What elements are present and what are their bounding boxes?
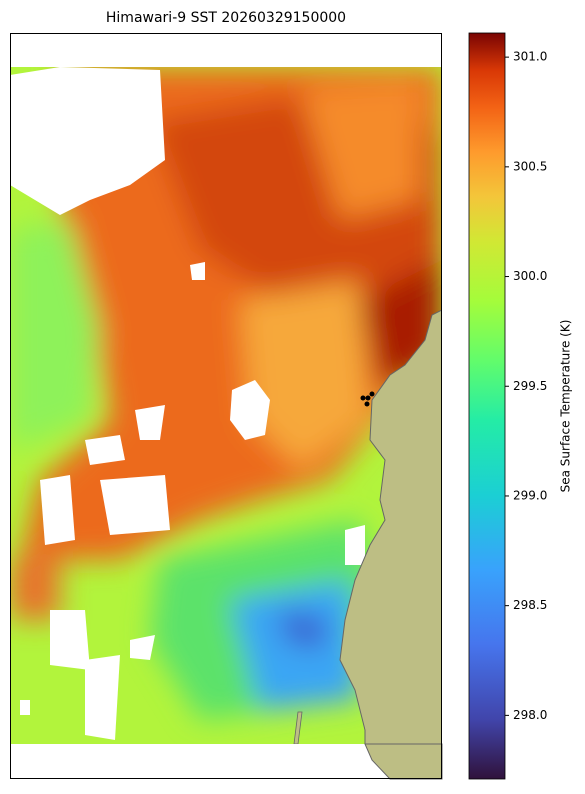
colorbar (468, 32, 506, 780)
colorbar-tick-label: 299.0 (513, 488, 547, 502)
colorbar-label: Sea Surface Temperature (K) (559, 320, 573, 493)
sst-field (10, 67, 442, 744)
map-frame (10, 33, 442, 779)
station-markers (360, 391, 375, 407)
colorbar-tick-label: 298.5 (513, 598, 547, 612)
colorbar-tick-label: 298.0 (513, 708, 547, 722)
colorbar-tick-label: 300.5 (513, 159, 547, 173)
colorbar-tick-label: 300.0 (513, 269, 547, 283)
colorbar-tick-label: 299.5 (513, 379, 547, 393)
colorbar-tick-label: 301.0 (513, 50, 547, 64)
title: Himawari-9 SST 20260329150000 (106, 10, 346, 26)
